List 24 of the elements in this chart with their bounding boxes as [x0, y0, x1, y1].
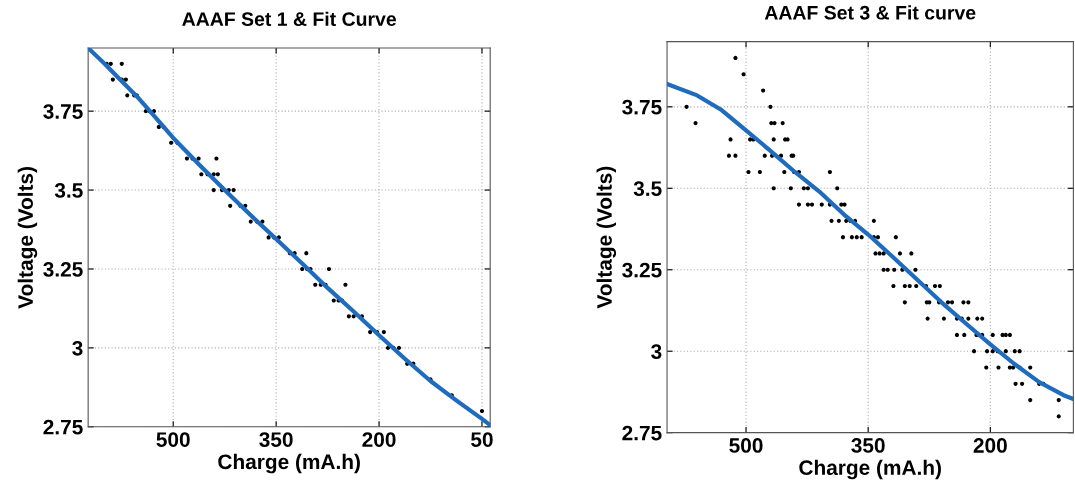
y-tick-label: 3.75 — [43, 104, 83, 119]
x-tick-label: 500 — [729, 438, 763, 453]
chart-title: AAAF Set 3 & Fit curve — [764, 5, 976, 20]
x-tick-label: 350 — [259, 432, 293, 447]
y-tick-label: 3.25 — [43, 261, 83, 277]
y-tick-label: 3.5 — [633, 181, 662, 197]
x-tick-label: 200 — [973, 438, 1007, 453]
x-tick-label: 500 — [156, 432, 190, 447]
y-tick-label: 3.25 — [622, 262, 662, 278]
y-axis-title: Voltage (Volts) — [596, 166, 617, 309]
x-tick-label: 350 — [851, 438, 885, 453]
y-tick-label: 3 — [651, 344, 662, 359]
y-tick-label: 3 — [72, 340, 83, 356]
y-axis-title: Voltage (Volts) — [17, 167, 38, 309]
y-tick-label: 3.75 — [622, 99, 662, 115]
x-tick-label: 50 — [471, 432, 493, 447]
x-axis-title: Charge (mA.h) — [799, 459, 941, 480]
y-tick-label: 2.75 — [43, 419, 83, 435]
y-tick-label: 2.75 — [622, 425, 662, 441]
y-tick-label: 3.5 — [54, 183, 83, 198]
x-axis-title: Charge (mA.h) — [218, 453, 360, 474]
chart-title: AAAF Set 1 & Fit Curve — [182, 11, 397, 26]
line-series — [667, 81, 1074, 402]
x-tick-label: 200 — [362, 432, 396, 447]
